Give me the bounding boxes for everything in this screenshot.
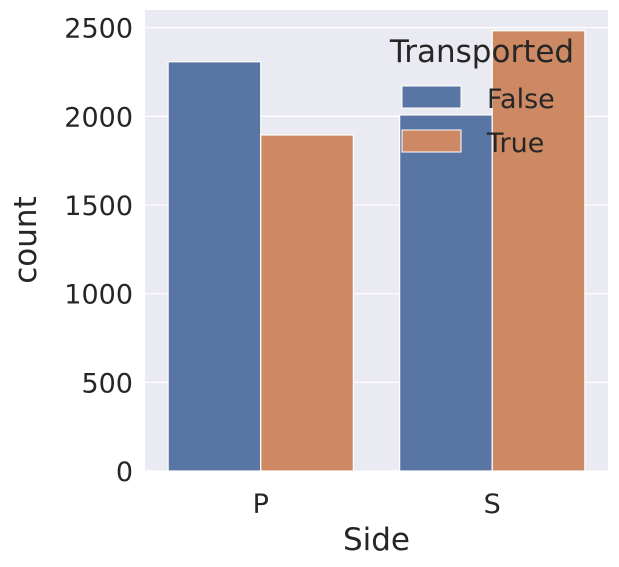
y-tick-label: 2500 <box>64 14 133 45</box>
y-tick-label: 1000 <box>64 280 133 311</box>
y-tick-label: 2000 <box>64 102 133 133</box>
x-tick-label: P <box>253 489 269 520</box>
bar-p-true <box>260 134 354 472</box>
y-axis-ticks: 0 500 1000 1500 2000 2500 <box>64 14 133 488</box>
bar-s-false <box>399 114 493 472</box>
y-axis-label: count <box>8 196 44 283</box>
legend-title: Transported <box>389 34 574 70</box>
y-tick-label: 1500 <box>64 191 133 222</box>
y-tick-label: 0 <box>116 457 133 488</box>
legend: Transported False True <box>389 34 574 159</box>
legend-label-true: True <box>486 128 544 159</box>
legend-swatch-false <box>401 85 462 109</box>
y-tick-label: 500 <box>81 368 133 399</box>
legend-label-false: False <box>487 84 555 115</box>
bar-s-true <box>491 30 586 472</box>
bars <box>167 30 586 472</box>
x-tick-label: S <box>484 489 501 520</box>
bar-p-false <box>167 61 262 472</box>
legend-swatch-true <box>401 129 462 153</box>
x-axis-label: Side <box>343 522 410 558</box>
